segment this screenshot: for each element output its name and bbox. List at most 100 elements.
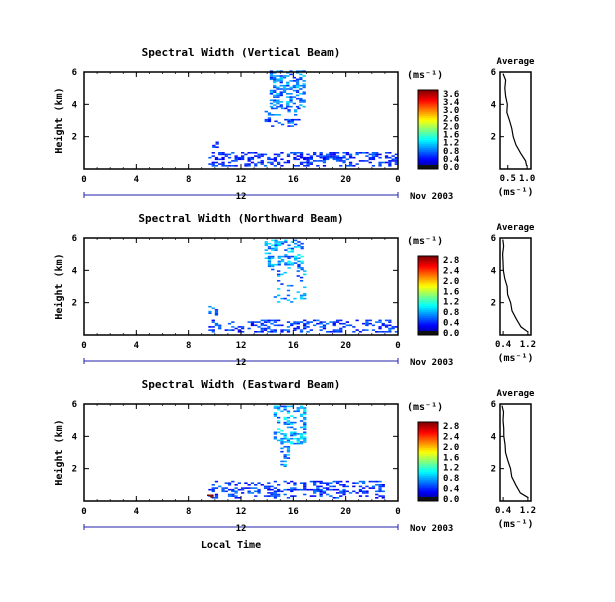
data-cell: [313, 324, 317, 327]
data-cell: [271, 239, 275, 242]
panel-3: Spectral Width (Eastward Beam)0 4 8 12 16 20 0…: [53, 378, 536, 551]
colorbar-segment: [418, 445, 438, 449]
data-cell: [322, 156, 327, 159]
data-cell: [355, 163, 359, 165]
data-cell: [302, 99, 306, 102]
data-cell: [339, 331, 343, 333]
colorbar-segment: [418, 147, 438, 150]
data-cell: [277, 257, 281, 259]
data-cell: [273, 96, 277, 98]
data-cell: [277, 262, 281, 264]
colorbar-segment: [418, 495, 438, 498]
data-cell: [241, 155, 245, 157]
data-cell: [375, 480, 379, 483]
colorbar-segment: [418, 463, 438, 466]
data-cell: [280, 241, 285, 243]
data-cell: [300, 262, 304, 264]
data-cell: [283, 297, 287, 300]
data-cell: [339, 319, 343, 322]
colorbar-segment: [418, 119, 438, 123]
average-title: Average: [497, 389, 536, 399]
data-cell: [282, 91, 287, 93]
data-cell: [294, 242, 298, 245]
data-cell: [250, 322, 255, 325]
y-tick-label: 6: [72, 68, 77, 78]
data-cell: [300, 246, 304, 248]
data-cell: [299, 276, 304, 279]
data-cell: [293, 152, 297, 154]
data-cell: [286, 88, 290, 90]
average-x-tick-label: 1.2: [520, 340, 536, 350]
data-cell: [279, 104, 283, 106]
data-cell: [391, 326, 395, 328]
data-cell: [269, 105, 274, 108]
colorbar-segment: [418, 473, 438, 476]
data-cell: [273, 415, 277, 417]
data-cell: [267, 114, 272, 116]
data-cell: [322, 165, 327, 167]
data-cell: [394, 153, 398, 156]
colorbar-segment: [418, 447, 438, 451]
data-cell: [287, 260, 291, 263]
data-cell: [282, 88, 287, 90]
data-cell: [378, 331, 382, 333]
data-cell: [342, 322, 346, 325]
data-cell: [342, 155, 346, 157]
data-cell: [231, 321, 235, 323]
data-cell: [287, 120, 291, 123]
data-cell: [290, 118, 294, 121]
data-cell: [273, 480, 277, 483]
x-tick-label: 4: [134, 507, 140, 517]
data-cell: [273, 153, 277, 156]
data-cell: [270, 485, 274, 488]
data-cell: [214, 322, 219, 325]
average-title: Average: [497, 57, 536, 67]
data-cell: [335, 156, 340, 159]
data-cell: [263, 153, 268, 156]
data-cell: [290, 437, 294, 440]
average-x-axis-label: (ms⁻¹): [497, 353, 533, 364]
data-cell: [303, 322, 307, 325]
data-cell: [270, 163, 274, 165]
x-tick-label: 20: [340, 341, 351, 351]
data-cell: [273, 413, 277, 416]
data-cell: [287, 122, 291, 124]
data-cell: [279, 93, 283, 95]
data-cell: [234, 327, 238, 330]
data-cell: [276, 80, 280, 82]
data-cell: [368, 319, 372, 322]
x-tick-label: 0: [395, 175, 400, 185]
data-cell: [322, 490, 327, 493]
data-cell: [297, 265, 301, 268]
colorbar-tick-label: 1.2: [443, 464, 459, 474]
data-cell: [254, 324, 258, 327]
data-cell: [303, 488, 307, 491]
data-cell: [280, 158, 284, 161]
data-cell: [292, 86, 296, 89]
colorbar-tick-label: 3.6: [443, 90, 459, 100]
data-cell: [273, 329, 277, 331]
data-cell: [391, 160, 395, 162]
x-tick-label: 16: [288, 341, 299, 351]
data-cell: [280, 429, 284, 432]
data-cell: [303, 482, 307, 484]
data-cell: [299, 152, 304, 154]
data-cell: [303, 156, 307, 159]
data-cell: [273, 76, 277, 79]
data-cell: [279, 105, 283, 108]
colorbar-segment: [418, 317, 438, 320]
average-y-tick-label: 4: [491, 100, 497, 110]
data-cell: [342, 484, 346, 486]
data-cell: [287, 118, 291, 121]
data-cell: [280, 165, 284, 167]
data-cell: [295, 78, 300, 81]
panel-2: Spectral Width (Northward Beam)0 4 8 12 16 20…: [53, 212, 536, 368]
data-cell: [277, 416, 281, 419]
colorbar-tick-label: 3.0: [443, 106, 459, 116]
data-cell: [306, 322, 310, 325]
y-axis-label: Height (km): [53, 419, 65, 485]
data-cell: [260, 324, 264, 327]
data-cell: [296, 488, 300, 491]
colorbar-tick-label: 0.8: [443, 147, 459, 157]
data-cell: [332, 485, 336, 488]
